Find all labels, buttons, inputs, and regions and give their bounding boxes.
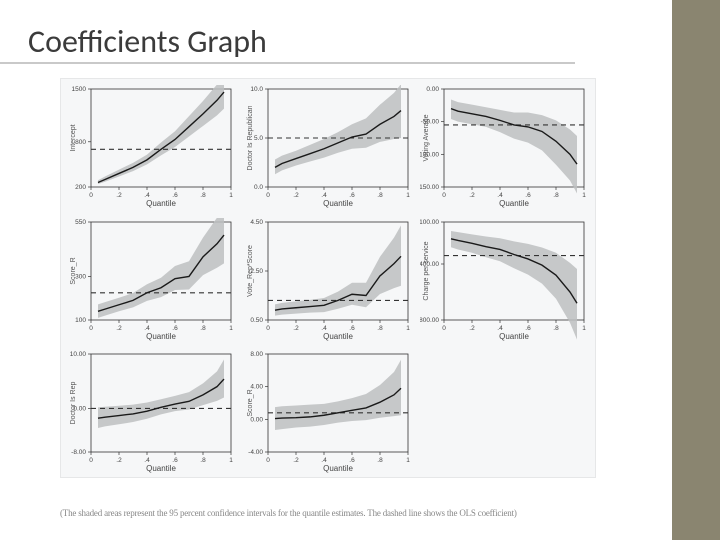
svg-text:1: 1 [229, 325, 233, 332]
svg-text:Quantile: Quantile [499, 332, 529, 341]
svg-text:.8: .8 [554, 192, 560, 199]
svg-text:.2: .2 [116, 192, 122, 199]
svg-text:Quantile: Quantile [323, 332, 353, 341]
svg-text:10.00: 10.00 [70, 351, 87, 358]
svg-text:0.50: 0.50 [250, 317, 263, 324]
svg-text:.8: .8 [200, 192, 206, 199]
chart-panel: 0.2.4.6.81-800.00-400.00-100.00QuantileC… [420, 218, 589, 343]
svg-text:.4: .4 [144, 325, 150, 332]
svg-text:.6: .6 [349, 192, 355, 199]
svg-text:.2: .2 [293, 325, 299, 332]
svg-text:-800.00: -800.00 [420, 317, 439, 324]
chart-grid: 0.2.4.6.812008001500QuantileIntercept0.2… [67, 85, 589, 475]
svg-text:.4: .4 [321, 192, 327, 199]
svg-text:-150.00: -150.00 [420, 184, 439, 191]
svg-text:.2: .2 [293, 457, 299, 464]
svg-text:.2: .2 [116, 325, 122, 332]
svg-text:.6: .6 [526, 192, 532, 199]
svg-text:-8.00: -8.00 [71, 449, 86, 456]
svg-text:Doctor Is Rep: Doctor Is Rep [70, 382, 77, 425]
svg-text:100: 100 [75, 317, 86, 324]
chart-panel: 0.2.4.6.810.502.504.50QuantileVote_Rep*S… [244, 218, 413, 343]
chart-panel: 0.2.4.6.81100300550QuantileScore_R [67, 218, 236, 343]
svg-text:Quantile: Quantile [499, 199, 529, 208]
svg-text:-4.00: -4.00 [248, 449, 263, 456]
svg-text:0: 0 [89, 192, 93, 199]
chart-panel [420, 350, 589, 475]
svg-text:.4: .4 [321, 457, 327, 464]
svg-text:1500: 1500 [72, 86, 87, 93]
title-underline [0, 62, 575, 64]
svg-text:0: 0 [443, 192, 447, 199]
chart-panel: 0.2.4.6.81-8.000.0010.00QuantileDoctor I… [67, 350, 236, 475]
chart-panel: 0.2.4.6.81-150.00-100.00-50.000.00Quanti… [420, 85, 589, 210]
svg-text:1: 1 [406, 325, 410, 332]
right-accent-bar [672, 0, 720, 540]
svg-text:0.0: 0.0 [254, 184, 263, 191]
svg-text:0: 0 [266, 325, 270, 332]
svg-text:.6: .6 [349, 457, 355, 464]
svg-text:0: 0 [89, 457, 93, 464]
svg-text:1: 1 [583, 325, 587, 332]
svg-text:200: 200 [75, 184, 86, 191]
chart-panel: 0.2.4.6.81-4.000.004.008.00QuantileScore… [244, 350, 413, 475]
svg-text:.2: .2 [470, 325, 476, 332]
svg-text:.4: .4 [498, 192, 504, 199]
svg-text:-100.00: -100.00 [420, 219, 439, 226]
svg-text:Score_R: Score_R [247, 390, 254, 417]
svg-text:1: 1 [229, 192, 233, 199]
svg-text:.6: .6 [172, 192, 178, 199]
svg-text:.8: .8 [200, 457, 206, 464]
chart-panel: 0.2.4.6.810.05.010.0QuantileDoctor Is Re… [244, 85, 413, 210]
svg-text:.6: .6 [526, 325, 532, 332]
svg-text:1: 1 [406, 457, 410, 464]
svg-text:.4: .4 [321, 325, 327, 332]
svg-text:8.00: 8.00 [250, 351, 263, 358]
svg-text:Quantile: Quantile [323, 199, 353, 208]
svg-text:1: 1 [583, 192, 587, 199]
svg-text:4.50: 4.50 [250, 219, 263, 226]
svg-text:Doctor Is Republican: Doctor Is Republican [247, 105, 254, 170]
svg-text:0: 0 [266, 457, 270, 464]
svg-text:Quantile: Quantile [146, 332, 176, 341]
svg-text:Vote_Rep*Score: Vote_Rep*Score [247, 245, 254, 297]
svg-text:0.00: 0.00 [427, 86, 440, 93]
svg-text:.6: .6 [172, 325, 178, 332]
svg-text:Quantile: Quantile [146, 464, 176, 473]
svg-text:0: 0 [266, 192, 270, 199]
svg-text:.4: .4 [144, 192, 150, 199]
svg-text:.8: .8 [377, 457, 383, 464]
svg-text:.4: .4 [144, 457, 150, 464]
svg-text:10.0: 10.0 [250, 86, 263, 93]
figure-area: 0.2.4.6.812008001500QuantileIntercept0.2… [60, 78, 596, 478]
svg-text:.8: .8 [554, 325, 560, 332]
svg-text:550: 550 [75, 219, 86, 226]
svg-text:.4: .4 [498, 325, 504, 332]
svg-text:5.0: 5.0 [254, 135, 263, 142]
svg-text:.8: .8 [200, 325, 206, 332]
svg-text:.6: .6 [172, 457, 178, 464]
svg-text:.8: .8 [377, 192, 383, 199]
svg-text:0: 0 [443, 325, 447, 332]
chart-panel: 0.2.4.6.812008001500QuantileIntercept [67, 85, 236, 210]
svg-text:.8: .8 [377, 325, 383, 332]
svg-text:.2: .2 [116, 457, 122, 464]
svg-text:0: 0 [89, 325, 93, 332]
svg-text:Quantile: Quantile [146, 199, 176, 208]
svg-text:Quantile: Quantile [323, 464, 353, 473]
svg-text:Charge per service: Charge per service [423, 241, 430, 300]
svg-text:Score_R: Score_R [70, 257, 77, 284]
svg-text:.6: .6 [349, 325, 355, 332]
slide-title: Coefficients Graph [28, 22, 267, 61]
svg-text:.2: .2 [293, 192, 299, 199]
figure-caption: (The shaded areas represent the 95 perce… [60, 508, 517, 518]
svg-text:1: 1 [229, 457, 233, 464]
svg-text:Intercept: Intercept [70, 124, 77, 151]
svg-text:.2: .2 [470, 192, 476, 199]
svg-text:Voting Average: Voting Average [423, 114, 430, 161]
svg-text:1: 1 [406, 192, 410, 199]
